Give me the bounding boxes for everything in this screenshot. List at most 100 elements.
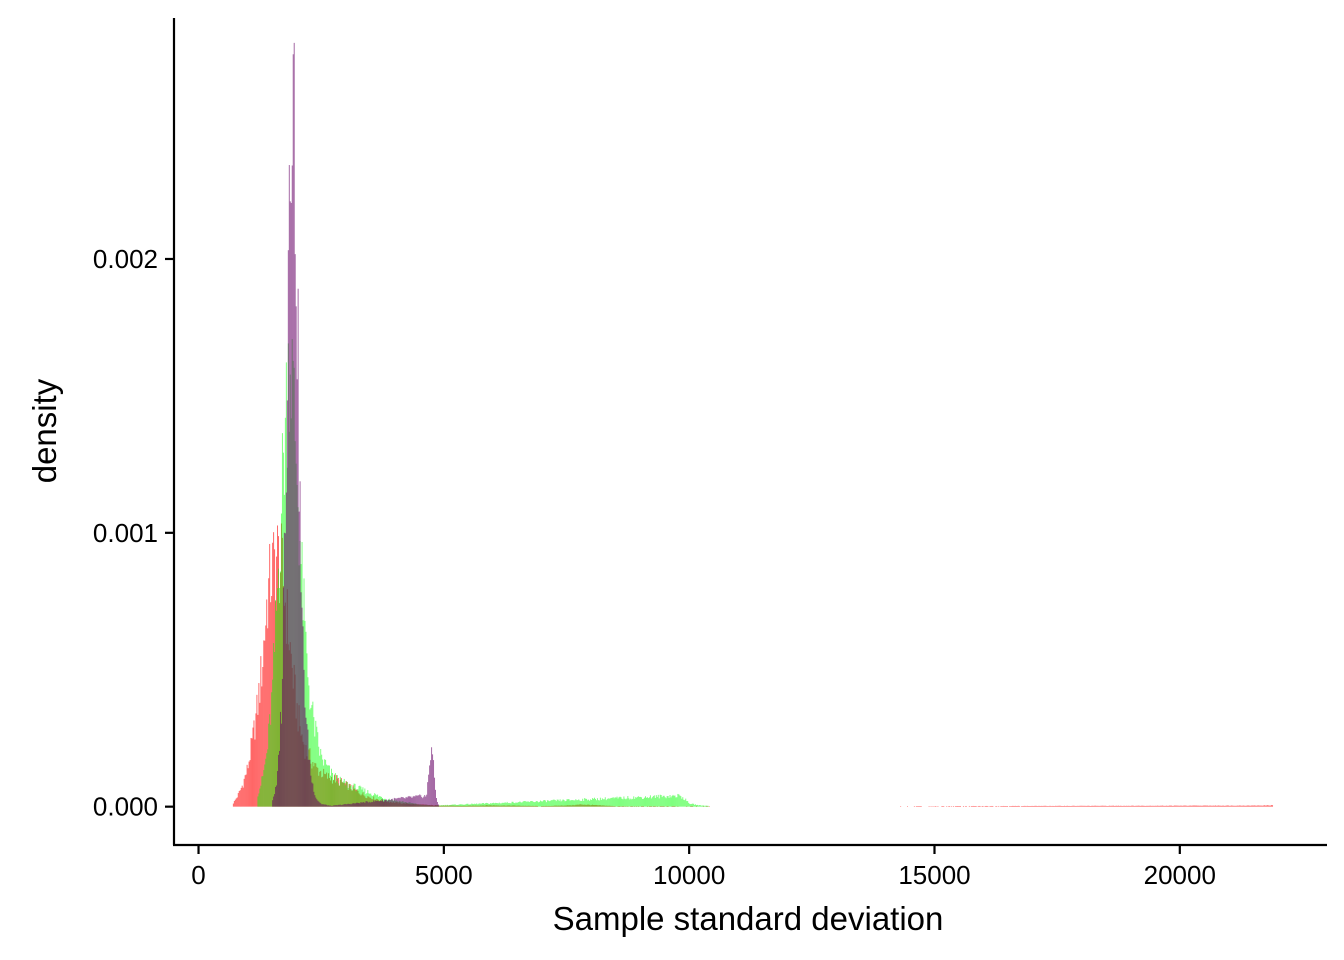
histogram-bar xyxy=(601,798,603,807)
histogram-bar xyxy=(546,800,548,807)
histogram-bar xyxy=(1056,805,1058,807)
histogram-bar xyxy=(964,806,966,807)
histogram-bar xyxy=(481,803,483,807)
histogram-bar xyxy=(604,797,606,807)
histogram-bar xyxy=(519,801,521,807)
histogram-bar xyxy=(1110,805,1112,807)
x-tick-label: 0 xyxy=(191,860,205,890)
histogram-bar xyxy=(1206,805,1208,807)
histogram-bar xyxy=(319,755,321,807)
histogram-bar xyxy=(389,800,391,807)
histogram-bar xyxy=(374,793,376,807)
histogram-bar xyxy=(629,799,631,807)
histogram-bar xyxy=(1011,806,1013,807)
histogram-bar xyxy=(544,800,546,807)
histogram-bar xyxy=(642,799,644,807)
histogram-bar xyxy=(1247,805,1249,807)
histogram-bar xyxy=(581,800,583,807)
histogram-bar xyxy=(674,795,676,807)
histogram-bar xyxy=(996,806,998,807)
histogram-bar xyxy=(1259,805,1261,807)
histogram-bar xyxy=(276,785,278,807)
histogram-bar xyxy=(1184,805,1186,807)
histogram-bar xyxy=(361,789,363,807)
histogram-bar xyxy=(638,796,640,807)
histogram-bar xyxy=(282,587,284,807)
histogram-bar xyxy=(1029,805,1031,807)
histogram-bar xyxy=(334,773,336,807)
histogram-bar xyxy=(433,760,435,807)
histogram-bar xyxy=(645,796,646,807)
histogram-bar xyxy=(1017,805,1019,807)
histogram-bar xyxy=(535,801,537,807)
histogram-bar xyxy=(303,669,305,807)
histogram-bar xyxy=(321,804,323,807)
histogram-bar xyxy=(462,804,464,807)
histogram-bar xyxy=(669,795,671,807)
histogram-bar xyxy=(557,799,559,807)
histogram-bar xyxy=(1057,805,1059,807)
histogram-bar xyxy=(1041,805,1043,807)
histogram-bar xyxy=(532,801,534,807)
histogram-bar xyxy=(232,803,234,807)
histogram-bar xyxy=(1103,805,1105,807)
histogram-bar xyxy=(449,804,451,807)
histogram-bar xyxy=(1229,805,1231,807)
histogram-bar xyxy=(698,805,699,807)
histogram-bar xyxy=(331,805,333,807)
histogram-bar xyxy=(403,798,405,807)
histogram-bar xyxy=(677,793,679,807)
histogram-bar xyxy=(331,772,333,807)
histogram-bar xyxy=(317,800,319,807)
histogram-bar xyxy=(1116,805,1118,807)
histogram-bar xyxy=(690,804,692,807)
histogram-bar xyxy=(958,806,960,807)
histogram-bar xyxy=(295,306,297,807)
histogram-bar xyxy=(345,781,347,807)
histogram-bar xyxy=(1204,805,1206,807)
histogram-bar xyxy=(384,800,386,807)
histogram-bar xyxy=(550,800,552,807)
histogram-bar xyxy=(975,806,977,807)
histogram-bar xyxy=(1131,805,1133,807)
histogram-bar xyxy=(1121,805,1123,807)
histogram-bar xyxy=(1185,805,1187,807)
histogram-bar xyxy=(979,805,981,807)
histogram-bar xyxy=(1065,806,1066,807)
histogram-bar xyxy=(305,717,307,807)
histogram-bar xyxy=(984,806,986,807)
histogram-bar xyxy=(358,785,360,807)
histogram-bar xyxy=(1086,805,1088,807)
histogram-bar xyxy=(350,784,352,807)
histogram-bar xyxy=(559,799,561,807)
histogram-bar xyxy=(585,798,587,807)
histogram-bar xyxy=(284,533,286,807)
histogram-bar xyxy=(471,803,473,807)
histogram-bar xyxy=(420,795,422,807)
histogram-bar xyxy=(555,801,557,807)
histogram-bar xyxy=(612,797,614,807)
histogram-bar xyxy=(977,806,979,807)
histogram-bar xyxy=(1101,805,1103,807)
histogram-bar xyxy=(1221,805,1222,807)
histogram-bar xyxy=(415,795,417,807)
histogram-bar xyxy=(584,798,586,807)
histogram-bar xyxy=(270,724,272,807)
histogram-bar xyxy=(1064,805,1065,807)
histogram-bar xyxy=(375,800,377,807)
histogram-bar xyxy=(354,803,356,807)
histogram-bar xyxy=(500,803,502,807)
histogram-bar xyxy=(1270,805,1272,807)
histogram-bar xyxy=(946,806,948,807)
histogram-bar xyxy=(594,798,596,807)
histogram-bar xyxy=(577,800,579,807)
x-tick-label: 5000 xyxy=(415,860,473,890)
histogram-bar xyxy=(483,803,485,807)
histogram-bar xyxy=(474,803,476,807)
histogram-bar xyxy=(1178,805,1180,807)
histogram-bar xyxy=(365,794,367,807)
histogram-bar xyxy=(279,711,281,807)
histogram-bar xyxy=(572,800,574,807)
histogram-bar xyxy=(302,626,304,807)
